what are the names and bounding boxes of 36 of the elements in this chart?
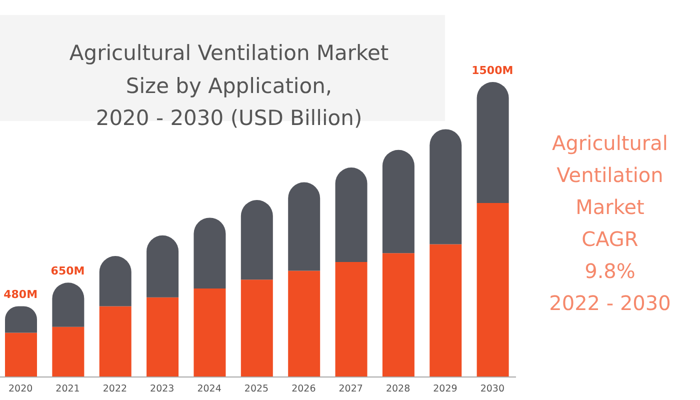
annotation: 1500M (472, 64, 514, 77)
x-tick-label: 2025 (244, 384, 269, 395)
x-tick-label: 2021 (56, 384, 80, 395)
bar (194, 288, 226, 377)
bar (476, 202, 509, 377)
bar (476, 82, 509, 203)
bar (288, 182, 320, 271)
bar (335, 168, 368, 262)
annotation: 650M (50, 264, 85, 278)
bar (335, 262, 368, 377)
x-tick-label: 2020 (8, 384, 33, 395)
bar (194, 218, 226, 288)
bar (382, 253, 414, 377)
annotation: 480M (4, 288, 38, 302)
x-tick-label: 2027 (338, 384, 363, 395)
text: Agricultural Ventilation Market CAGR 9.8% 2022 - 2030 (548, 130, 672, 317)
bar (430, 129, 462, 244)
bar (99, 256, 132, 306)
chart-title: Agricultural Ventilation Market Size by Application, 2020 - 2030 (USD Billion) (68, 40, 390, 132)
bar (240, 200, 273, 280)
x-tick-label: 2022 (102, 384, 128, 395)
x-tick-label: 2023 (150, 384, 174, 395)
bar (52, 326, 84, 377)
bar (288, 270, 320, 377)
x-tick-label: 2024 (197, 384, 222, 395)
x-tick-label: 2028 (386, 384, 410, 395)
x-tick-label: 2030 (480, 384, 505, 395)
bar (146, 297, 179, 377)
bar (430, 244, 462, 377)
bar (240, 280, 273, 377)
bar (382, 150, 414, 254)
x-tick-label: 2029 (433, 384, 458, 395)
bar (5, 332, 37, 377)
x-tick-label: 2026 (292, 384, 316, 395)
bar (99, 306, 132, 377)
bar (146, 235, 179, 298)
